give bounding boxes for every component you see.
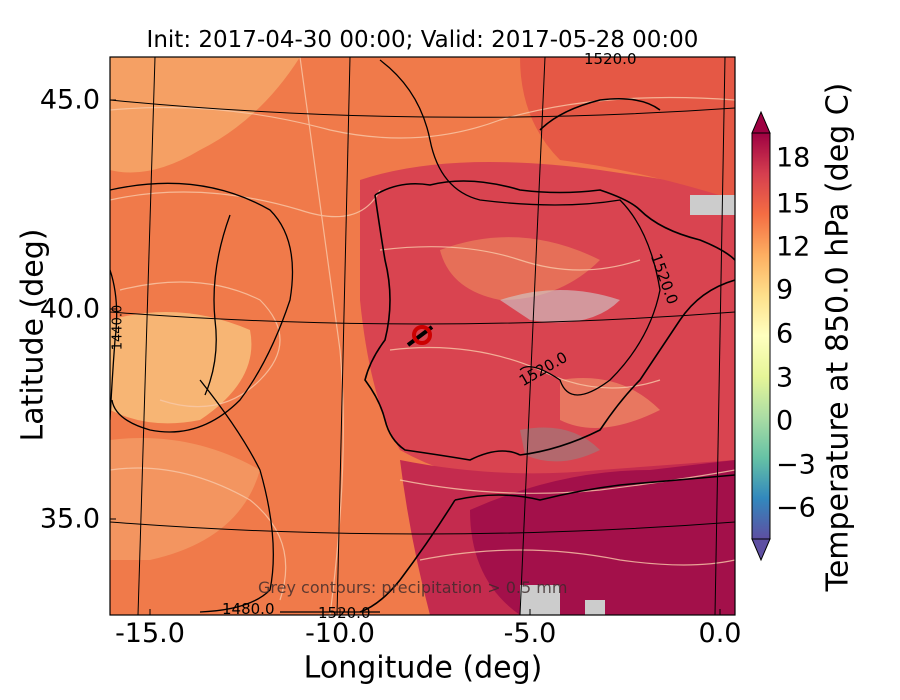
cb-tick-15: 15 — [776, 188, 811, 220]
ytick-45: 45.0 — [39, 84, 100, 116]
xtick-0: 0.0 — [698, 618, 742, 649]
x-axis-label: Longitude (deg) — [303, 650, 543, 686]
map-title: Init: 2017-04-30 00:00; Valid: 2017-05-2… — [146, 27, 699, 53]
location-marker — [406, 325, 434, 347]
cb-tick-12: 12 — [776, 231, 811, 263]
ytick-35: 35.0 — [39, 503, 100, 535]
cb-tick-minus3: −3 — [776, 449, 816, 481]
cb-tick-6: 6 — [776, 318, 794, 350]
cb-tick-9: 9 — [776, 274, 794, 306]
contour-label: 1520.0 — [584, 50, 637, 68]
contour-label: 1520.0 — [318, 604, 371, 622]
cb-tick-0: 0 — [776, 405, 794, 437]
graticule — [110, 57, 735, 615]
colorbar — [751, 110, 771, 562]
precipitation-note: Grey contours: precipitation > 0.5 mm — [258, 578, 568, 597]
ytick-40: 40.0 — [39, 293, 100, 325]
xtick-minus5: -5.0 — [503, 618, 557, 649]
map-border — [109, 56, 736, 616]
contour-label: 1440.0 — [110, 304, 126, 351]
xtick-minus10: -10.0 — [305, 618, 375, 649]
contour-label: 1480.0 — [222, 600, 275, 618]
axis-ticks — [110, 99, 721, 615]
coastlines — [359, 97, 735, 613]
colorbar-label: Temperature at 850.0 hPa (deg C) — [820, 82, 856, 592]
cb-tick-18: 18 — [776, 142, 811, 174]
y-axis-label: Latitude (deg) — [15, 228, 51, 442]
height-contours — [110, 59, 661, 613]
cb-tick-minus6: −6 — [776, 492, 816, 524]
cb-tick-3: 3 — [776, 362, 794, 394]
xtick-minus15: -15.0 — [115, 618, 185, 649]
